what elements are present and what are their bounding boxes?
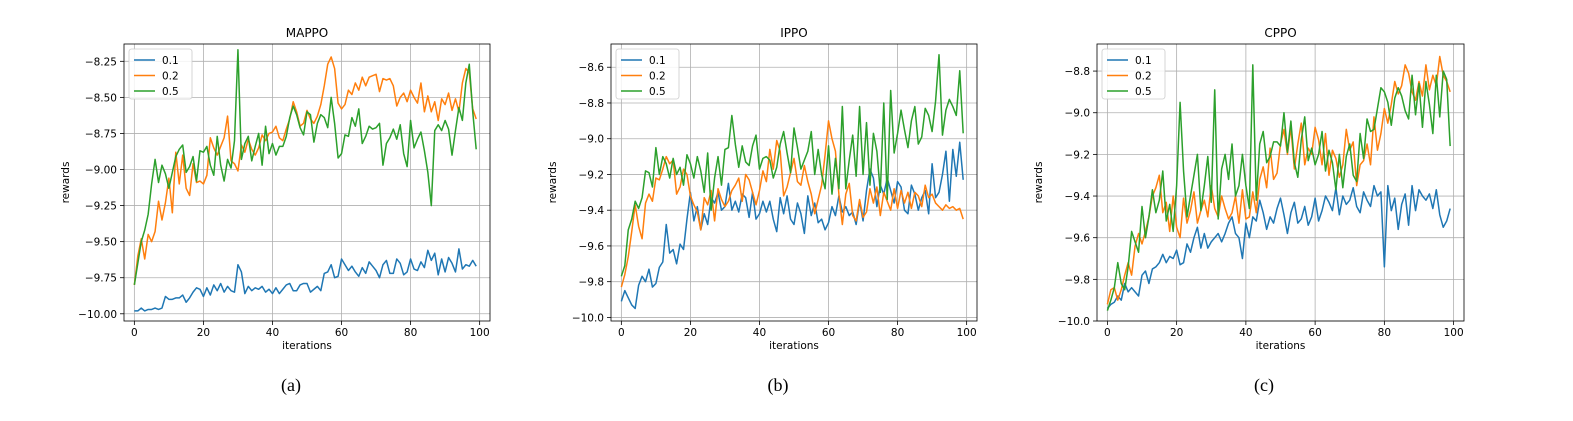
cppo-series-0.2-line — [1106, 55, 1451, 305]
ippo-legend-label-0.1: 0.1 — [649, 55, 666, 67]
cppo-legend-label-0.5: 0.5 — [1135, 86, 1152, 98]
cppo-series-0.1-line — [1106, 184, 1451, 309]
ippo-series-0.2-line — [620, 120, 964, 288]
cppo-legend-box — [1101, 48, 1166, 100]
mappo-xlabel: iterations — [282, 340, 332, 352]
cppo-axes-frame — [1096, 43, 1465, 322]
mappo-xtick-label-4: 80 — [404, 327, 417, 339]
cppo-xtick-label-4: 80 — [1378, 327, 1391, 339]
cppo-ytick-label-1: −9.8 — [1065, 274, 1091, 286]
ippo-ytick-label-0: −10.0 — [572, 312, 604, 324]
ippo-legend-label-0.2: 0.2 — [649, 71, 666, 83]
mappo-legend-box — [128, 48, 193, 100]
ippo-xtick-label-5: 100 — [957, 327, 977, 339]
mappo-legend-label-0.5: 0.5 — [162, 86, 179, 98]
ippo-ytick-label-4: −9.2 — [579, 169, 605, 181]
cppo-xtick-label-0: 0 — [1104, 327, 1111, 339]
mappo-ylabel: rewards — [60, 162, 72, 204]
mappo-xtick-label-5: 100 — [470, 327, 490, 339]
mappo-ytick-label-1: −9.75 — [85, 273, 117, 285]
cppo-legend-label-0.1: 0.1 — [1135, 55, 1152, 67]
cppo-xtick-label-2: 40 — [1239, 327, 1252, 339]
mappo-title: MAPPO — [286, 26, 328, 40]
mappo-ytick-label-7: −8.25 — [85, 56, 117, 68]
cppo-ytick-label-3: −9.4 — [1065, 191, 1091, 203]
ippo-series-0.1-line — [620, 141, 964, 310]
mappo-ytick-label-6: −8.50 — [85, 92, 117, 104]
cppo-ytick-label-5: −9.0 — [1065, 108, 1091, 120]
mappo-legend-label-0.1: 0.1 — [162, 55, 179, 67]
ippo-axes-frame — [610, 43, 978, 322]
ippo-xtick-label-0: 0 — [618, 327, 625, 339]
cppo-ytick-label-2: −9.6 — [1065, 233, 1091, 245]
ippo-ytick-label-1: −9.8 — [579, 277, 605, 289]
mappo-series-0.5-line — [133, 49, 477, 286]
cppo-xtick-label-5: 100 — [1444, 327, 1464, 339]
mappo-axes-frame — [123, 43, 491, 322]
ippo-ylabel: rewards — [547, 162, 559, 204]
ippo-ytick-label-6: −8.8 — [579, 98, 605, 110]
mappo-legend: 0.1 0.2 0.5 — [128, 48, 193, 100]
cppo-title: CPPO — [1264, 26, 1296, 40]
mappo-ytick-label-2: −9.50 — [85, 237, 117, 249]
ippo-title: IPPO — [780, 26, 807, 40]
ippo-xtick-label-4: 80 — [891, 327, 904, 339]
ippo-legend-label-0.5: 0.5 — [649, 86, 666, 98]
mappo-ytick-label-4: −9.00 — [85, 165, 117, 177]
caption-a: (a) — [281, 375, 301, 396]
cppo-legend: 0.1 0.2 0.5 — [1101, 48, 1166, 100]
ippo-xtick-label-3: 60 — [822, 327, 835, 339]
mappo-series-0.1-line — [134, 248, 477, 312]
caption-b: (b) — [768, 375, 789, 396]
mappo-ytick-label-3: −9.25 — [85, 201, 117, 213]
mappo-ytick-label-0: −10.00 — [78, 309, 117, 321]
mappo-xtick-label-2: 40 — [266, 327, 279, 339]
mappo-xtick-label-3: 60 — [335, 327, 348, 339]
ippo-ytick-label-3: −9.4 — [579, 205, 605, 217]
mappo-xtick-label-1: 20 — [197, 327, 210, 339]
ippo-legend-box — [615, 48, 680, 100]
ippo-xtick-label-1: 20 — [684, 327, 697, 339]
ippo-ytick-label-5: −9.0 — [579, 134, 605, 146]
cppo-ytick-label-6: −8.8 — [1065, 66, 1091, 78]
ippo-ytick-label-7: −8.6 — [579, 62, 605, 74]
mappo-xtick-label-0: 0 — [131, 327, 138, 339]
mappo-legend-label-0.2: 0.2 — [162, 71, 179, 83]
mappo-ytick-label-5: −8.75 — [85, 128, 117, 140]
cppo-ytick-label-0: −10.0 — [1058, 316, 1090, 328]
mappo-series-0.2-line — [133, 56, 477, 286]
subplot-ippo: 0 20 40 60 80 100 −10.0 −9.8 −9.6 −9.4 −9.2 −9.0 −8.… — [547, 26, 978, 352]
cppo-xtick-label-3: 60 — [1308, 327, 1321, 339]
ippo-xlabel: iterations — [769, 340, 819, 352]
subplot-cppo: 0 20 40 60 80 100 −10.0 −9.8 −9.6 −9.4 −9.2 −9.0 −8.… — [1033, 26, 1465, 352]
ippo-ytick-label-2: −9.6 — [579, 241, 605, 253]
cppo-ylabel: rewards — [1033, 162, 1045, 204]
ippo-xtick-label-2: 40 — [753, 327, 766, 339]
ippo-series-0.5-line — [620, 53, 964, 277]
caption-c: (c) — [1254, 375, 1274, 396]
subplot-mappo: 0 20 40 60 80 100 −10.00 −9.75 −9.50 −9.25 −9.00 −8… — [60, 26, 491, 352]
cppo-xtick-label-1: 20 — [1170, 327, 1183, 339]
cppo-xlabel: iterations — [1256, 340, 1306, 352]
cppo-legend-label-0.2: 0.2 — [1135, 71, 1152, 83]
ippo-legend: 0.1 0.2 0.5 — [615, 48, 680, 100]
cppo-ytick-label-4: −9.2 — [1065, 149, 1091, 161]
cppo-series-0.5-line — [1106, 64, 1451, 311]
